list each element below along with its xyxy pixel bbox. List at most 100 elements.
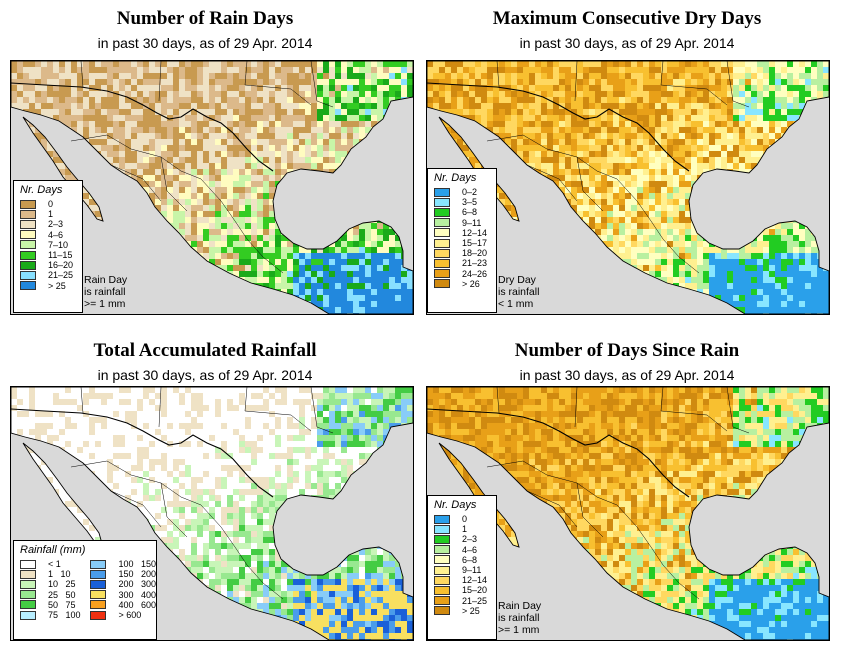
legend-label: > 26 [462,278,480,289]
legend-entry: 4–6 [434,545,496,555]
legend-entry: 9–11 [434,218,496,228]
note-line: is rainfall [498,286,540,298]
legend-entry: 200 300 [90,579,156,589]
note-line: is rainfall [498,612,540,624]
panel-subtitle: in past 30 days, as of 29 Apr. 2014 [519,367,735,383]
legend-swatch [20,230,36,240]
legend-label: 50 75 [48,599,76,610]
legend-swatch [434,258,450,268]
legend-label: 100 150 [118,559,156,570]
legend-entry: 9–11 [434,565,496,575]
legend-swatch [434,606,450,616]
legend-swatch [434,545,450,555]
legend-entry: > 25 [434,606,496,616]
legend-label: 1 [462,524,468,535]
legend-entry: 11–15 [20,250,82,260]
legend-entry: 1 [20,209,82,219]
legend-entry: 15–17 [434,238,496,248]
legend-entry: 7–10 [20,240,82,250]
legend-swatch [20,270,36,280]
legend-label: 7–10 [48,239,69,250]
panel-dry-days: Maximum Consecutive Dry Days in past 30 … [422,0,832,320]
note-line: Rain Day [84,274,128,286]
legend-label: 200 300 [118,579,156,590]
legend-swatch [20,250,36,260]
panel-total-rainfall: Total Accumulated Rainfall in past 30 da… [0,332,414,652]
legend-entry: 12–14 [434,228,496,238]
legend-swatch [434,524,450,534]
legend-swatch [20,600,36,610]
legend-label: 1 10 [48,569,71,580]
legend-entry: 1 10 [20,569,84,579]
note-line: >= 1 mm [84,298,126,310]
legend-swatch [434,269,450,279]
legend-entry: 10 25 [20,579,84,589]
legend-label: 11–15 [48,250,73,261]
legend-label: 2–3 [462,534,478,545]
legend-swatch [20,569,36,579]
legend-swatch [90,590,107,600]
legend-label: 12–14 [462,227,488,238]
legend-swatch [434,238,450,248]
legend-label: > 600 [118,610,142,621]
legend: Nr. Days 0–2 3–5 6–8 9–11 12–14 15–17 18–20 21–… [427,168,497,313]
legend-label: 21–25 [462,595,488,606]
legend-label: 4–6 [462,544,478,555]
legend-swatch [434,596,450,606]
legend-swatch [20,590,36,600]
legend-entry: < 1 [20,559,84,569]
legend-label: 21–25 [48,270,74,281]
legend-swatch [20,240,36,250]
legend-entry: 25 50 [20,590,84,600]
legend: Rainfall (mm) < 1 100 150 1 10 150 200 10 25… [13,540,157,640]
legend-swatch [434,207,450,217]
legend-label: > 25 [48,280,66,291]
panel-subtitle: in past 30 days, as of 29 Apr. 2014 [97,35,313,51]
legend-label: 6–8 [462,207,478,218]
legend-label: 9–11 [462,217,482,228]
legend-swatch [20,260,36,270]
legend-label: 24–26 [462,268,488,279]
legend-swatch [434,197,450,207]
legend-entry: 150 200 [90,569,156,579]
legend-label: 300 400 [118,589,156,600]
legend-label: 6–8 [462,554,478,565]
legend-entry: 6–8 [434,555,496,565]
legend-swatch [90,559,107,569]
panel-subtitle: in past 30 days, as of 29 Apr. 2014 [519,35,735,51]
legend-title: Rainfall (mm) [20,544,86,556]
legend-swatch [20,199,36,209]
legend-entry: > 26 [434,279,496,289]
legend: Nr. Days 0 1 2–3 4–6 7–10 11–15 16–20 21–25 > 25 [13,180,83,313]
panel-title: Maximum Consecutive Dry Days [492,8,762,29]
legend-label: 0 [48,199,54,210]
legend-label: 150 200 [118,569,156,580]
legend-swatch [434,248,450,258]
legend-swatch [434,279,450,289]
legend-swatch [434,575,450,585]
panel-days-since-rain: Number of Days Since Rain in past 30 day… [422,332,832,652]
legend-entry: 12–14 [434,575,496,585]
legend-title: Nr. Days [434,499,477,511]
legend-entry: 16–20 [20,260,82,270]
legend-entry: 1 [434,524,496,534]
legend-swatch [434,534,450,544]
legend-entry: 3–5 [434,197,496,207]
definition-note: Rain Day is rainfall >= 1 mm [84,274,127,310]
legend-swatch [434,555,450,565]
legend-label: 9–11 [462,565,482,576]
legend-label: 75 100 [48,610,81,621]
legend-swatch [20,559,36,569]
legend-title: Nr. Days [20,184,63,196]
legend-entry: 400 600 [90,600,156,610]
legend-label: 3–5 [462,197,478,208]
legend-swatch [90,600,107,610]
panel-title: Number of Days Since Rain [514,340,740,361]
note-line: < 1 mm [498,298,534,310]
legend: Nr. Days 0 1 2–3 4–6 6–8 9–11 12–14 15–20 21–25 >… [427,495,497,640]
legend-entry: 21–25 [434,596,496,606]
legend-swatch [90,610,107,620]
legend-label: 16–20 [48,260,74,271]
legend-swatch [434,187,450,197]
legend-entry: 2–3 [20,219,82,229]
